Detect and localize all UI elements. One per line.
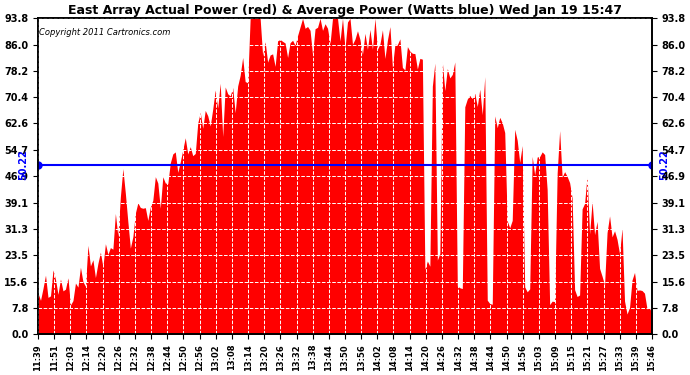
Text: Copyright 2011 Cartronics.com: Copyright 2011 Cartronics.com <box>39 28 170 37</box>
Title: East Array Actual Power (red) & Average Power (Watts blue) Wed Jan 19 15:47: East Array Actual Power (red) & Average … <box>68 4 622 17</box>
Text: 50.22: 50.22 <box>18 150 28 180</box>
Text: 50.22: 50.22 <box>660 150 669 180</box>
